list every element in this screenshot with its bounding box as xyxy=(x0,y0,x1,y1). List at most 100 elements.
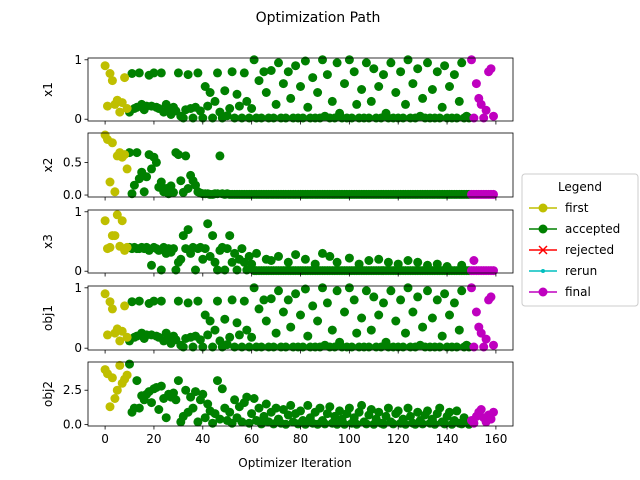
obj1-accepted-point xyxy=(127,297,137,307)
x1-accepted-point xyxy=(239,68,249,78)
legend-title: Legend xyxy=(558,180,602,194)
obj1-accepted-point xyxy=(445,310,454,320)
x1-accepted-point xyxy=(232,89,242,99)
x2-first-point xyxy=(122,164,132,174)
obj2-accepted-point xyxy=(200,413,210,423)
obj2-accepted-point xyxy=(181,385,191,395)
legend-label: accepted xyxy=(565,222,620,236)
x1-accepted-point xyxy=(286,93,296,103)
obj2-accepted-point xyxy=(132,376,142,386)
obj1-final-point xyxy=(486,292,496,302)
obj1-first-point xyxy=(115,336,125,346)
x2-accepted-point xyxy=(151,157,161,167)
x1-accepted-point xyxy=(259,67,269,77)
obj1-accepted-point xyxy=(193,296,203,306)
obj1-accepted-point xyxy=(298,342,308,352)
x1-final-point xyxy=(467,55,476,65)
obj1-accepted-point xyxy=(435,342,445,352)
x1-final-point xyxy=(489,111,498,121)
x1-accepted-point xyxy=(234,101,244,111)
x3-accepted-point xyxy=(208,231,218,241)
obj1-first-point xyxy=(100,289,110,299)
obj1-first-point xyxy=(105,297,115,307)
obj2-accepted-point xyxy=(354,407,364,417)
obj1-accepted-point xyxy=(286,322,296,332)
obj1-accepted-point xyxy=(232,318,242,328)
obj1-accepted-point xyxy=(423,286,432,296)
obj1-accepted-point xyxy=(178,342,188,352)
x3-accepted-point xyxy=(274,251,283,261)
x1-accepted-point xyxy=(364,113,374,123)
obj2-accepted-point xyxy=(325,402,335,412)
x1-accepted-point xyxy=(327,96,337,106)
obj2-accepted-point xyxy=(247,409,257,419)
obj2-final-point xyxy=(486,414,496,424)
x1-accepted-point xyxy=(352,99,362,109)
x2-accepted-point xyxy=(132,148,142,158)
x3-first-point xyxy=(100,216,110,226)
obj2-accepted-point xyxy=(401,419,410,429)
x1-accepted-point xyxy=(156,68,166,78)
x1-accepted-point xyxy=(427,85,437,94)
obj2-accepted-point xyxy=(335,406,345,416)
x1-accepted-point xyxy=(296,82,305,91)
legend-item-rerun: rerun xyxy=(529,264,597,278)
obj1-first-point xyxy=(122,332,132,342)
x-tick-label: 140 xyxy=(436,432,459,446)
x2-accepted-point xyxy=(225,189,235,199)
x1-accepted-point xyxy=(386,58,396,68)
x1-accepted-point xyxy=(391,88,401,97)
x1-accepted-point xyxy=(457,58,467,68)
x1-accepted-point xyxy=(418,93,428,103)
obj1-accepted-point xyxy=(195,335,205,345)
obj2-accepted-point xyxy=(413,407,423,417)
x1-accepted-point xyxy=(340,79,349,89)
y-tick-label: 0.5 xyxy=(63,155,82,169)
obj1-accepted-point xyxy=(327,325,337,335)
obj1-accepted-point xyxy=(266,294,276,304)
obj1-accepted-point xyxy=(457,286,467,296)
obj2-accepted-point xyxy=(134,403,144,413)
x1-accepted-point xyxy=(398,113,408,123)
obj1-accepted-point xyxy=(291,289,301,299)
obj2-accepted-point xyxy=(379,419,388,429)
x2-accepted-point xyxy=(173,150,183,160)
x3-accepted-point xyxy=(183,225,193,235)
x3-accepted-point xyxy=(283,257,293,267)
obj1-accepted-point xyxy=(283,295,293,305)
obj2-first-point xyxy=(122,370,132,380)
legend-item-accepted: accepted xyxy=(529,222,620,236)
x1-accepted-point xyxy=(173,68,183,78)
obj1-accepted-point xyxy=(249,283,259,293)
y-tick-label: 0 xyxy=(74,341,82,355)
x1-accepted-point xyxy=(225,104,235,113)
x1-accepted-point xyxy=(437,102,447,112)
x1-final-point xyxy=(469,113,479,123)
x3-accepted-point xyxy=(374,254,384,264)
obj1-accepted-point xyxy=(344,283,354,293)
obj2-accepted-point xyxy=(169,388,178,398)
obj2-accepted-point xyxy=(213,376,222,386)
y-tick-label: 0 xyxy=(74,112,82,126)
obj2-accepted-point xyxy=(405,411,415,421)
obj2-first-point xyxy=(115,360,125,370)
x1-final-point xyxy=(479,113,489,123)
y-tick-label: 1 xyxy=(74,53,82,67)
x2-first-point xyxy=(107,138,117,148)
obj1-accepted-point xyxy=(322,298,332,308)
obj2-accepted-point xyxy=(230,395,240,405)
x1-accepted-point xyxy=(403,55,413,65)
obj1-accepted-point xyxy=(198,342,208,352)
x1-first-point xyxy=(107,76,117,86)
x2-accepted-point xyxy=(142,172,152,182)
obj2-accepted-point xyxy=(193,417,203,427)
panel-x2: 0.0 0.5 x2 xyxy=(41,130,514,202)
x1-first-point xyxy=(117,98,127,108)
x2-accepted-point xyxy=(169,187,178,197)
x1-accepted-point xyxy=(249,55,259,65)
obj1-accepted-point xyxy=(361,286,371,296)
x1-accepted-point xyxy=(332,58,342,68)
x2-first-point xyxy=(110,187,120,197)
obj2-first-point xyxy=(105,402,115,412)
